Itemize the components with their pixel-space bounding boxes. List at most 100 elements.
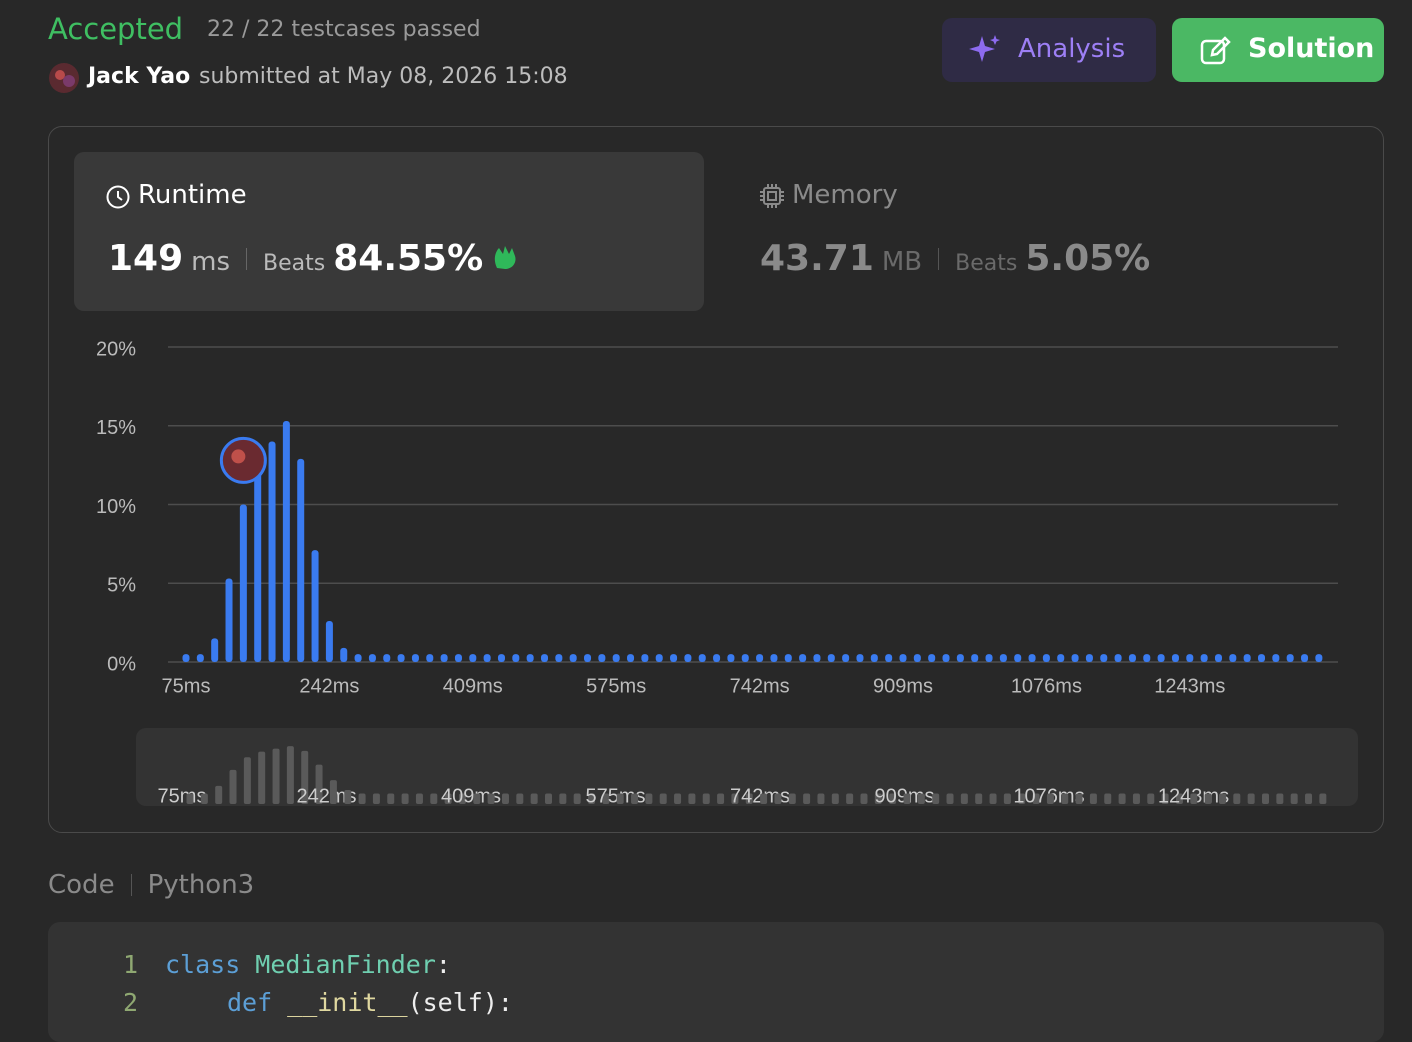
mini-bar xyxy=(1161,793,1169,804)
marker-face xyxy=(231,449,246,464)
x-tick-label: 242ms xyxy=(299,675,359,697)
bar xyxy=(1171,654,1179,662)
bar xyxy=(440,654,448,662)
bar xyxy=(211,638,219,662)
bar xyxy=(1100,654,1108,662)
mini-bar xyxy=(1190,793,1198,804)
bar xyxy=(340,647,348,662)
mini-bar xyxy=(1319,793,1327,804)
bar xyxy=(1085,654,1093,662)
bar xyxy=(1301,654,1309,662)
bar xyxy=(282,421,290,662)
runtime-beats-label: Beats xyxy=(263,251,326,276)
user-name[interactable]: Jack Yao xyxy=(88,64,191,89)
edit-icon xyxy=(1200,36,1231,65)
runtime-beats: 84.55% xyxy=(333,238,484,279)
runtime-value: 149 xyxy=(108,238,184,279)
bar xyxy=(942,654,950,662)
mini-bar xyxy=(602,793,610,804)
y-tick-label: 5% xyxy=(107,575,136,597)
bar xyxy=(1071,654,1079,662)
bar xyxy=(512,654,520,662)
mini-bar xyxy=(1032,793,1040,804)
bar xyxy=(598,654,606,662)
bar xyxy=(956,654,964,662)
bar xyxy=(1200,654,1208,662)
mini-bar xyxy=(487,793,495,804)
bar xyxy=(1315,654,1323,662)
user-avatar[interactable] xyxy=(48,62,80,94)
mini-bar xyxy=(932,793,940,804)
code-keyword: def xyxy=(227,988,273,1017)
bar xyxy=(985,654,993,662)
bar xyxy=(1128,654,1136,662)
code-name: __init__ xyxy=(287,988,408,1017)
bar xyxy=(1014,654,1022,662)
bar xyxy=(311,550,319,662)
mini-tick-label: 575ms xyxy=(585,785,645,807)
mini-bar xyxy=(358,793,366,804)
mini-bar xyxy=(1075,793,1083,804)
code-label: Code xyxy=(48,870,115,900)
bar xyxy=(1272,654,1280,662)
mini-bar xyxy=(1233,793,1241,804)
code-rest: (self): xyxy=(407,988,513,1017)
mini-bar xyxy=(215,785,223,804)
mini-bar xyxy=(745,793,753,804)
mini-bar xyxy=(1218,793,1226,804)
bar xyxy=(870,654,878,662)
mini-bar xyxy=(960,793,968,804)
mini-bar xyxy=(1276,793,1284,804)
mini-bar xyxy=(530,793,538,804)
mini-bar xyxy=(200,793,208,804)
submission-marker[interactable] xyxy=(219,436,267,484)
mini-bar xyxy=(688,793,696,804)
mini-bar xyxy=(559,793,567,804)
mini-bar xyxy=(329,780,337,804)
bar xyxy=(698,654,706,662)
runtime-label: Runtime xyxy=(138,180,247,210)
bar xyxy=(397,654,405,662)
mini-bar xyxy=(903,793,911,804)
bar xyxy=(555,654,563,662)
bar xyxy=(368,654,376,662)
submitted-at: submitted at May 08, 2026 15:08 xyxy=(199,64,568,89)
x-tick-label: 75ms xyxy=(162,675,211,697)
range-selector[interactable] xyxy=(136,728,1358,806)
bar xyxy=(799,654,807,662)
bar xyxy=(1186,654,1194,662)
bar xyxy=(526,654,534,662)
mini-bar xyxy=(286,746,294,804)
mini-bar xyxy=(803,793,811,804)
line-number: 1 xyxy=(122,950,138,979)
mini-bar xyxy=(1290,793,1298,804)
mini-bar xyxy=(674,793,682,804)
bar xyxy=(1028,654,1036,662)
runtime-stats: 149 ms Beats 84.55% xyxy=(108,238,521,279)
bar xyxy=(1229,654,1237,662)
bar xyxy=(354,654,362,662)
bar xyxy=(239,504,247,662)
mini-bar xyxy=(387,793,395,804)
runtime-unit: ms xyxy=(191,247,231,277)
mini-bar xyxy=(401,793,409,804)
mini-bar xyxy=(645,793,653,804)
solution-button[interactable]: Solution xyxy=(1172,18,1384,82)
mini-bar xyxy=(588,793,596,804)
bar xyxy=(756,654,764,662)
memory-label[interactable]: Memory xyxy=(792,180,898,210)
runtime-panel[interactable]: Runtime 149 ms Beats 84.55% xyxy=(74,152,704,311)
mini-bar xyxy=(975,793,983,804)
y-tick-label: 20% xyxy=(96,338,136,360)
status: Accepted xyxy=(48,12,184,46)
mini-bar xyxy=(917,793,925,804)
bar xyxy=(1286,654,1294,662)
x-tick-label: 1076ms xyxy=(1011,675,1082,697)
analysis-button[interactable]: Analysis xyxy=(942,18,1156,82)
bar xyxy=(497,654,505,662)
bar xyxy=(584,654,592,662)
mini-bar xyxy=(1147,793,1155,804)
mini-bar xyxy=(659,793,667,804)
mini-bar xyxy=(516,793,524,804)
